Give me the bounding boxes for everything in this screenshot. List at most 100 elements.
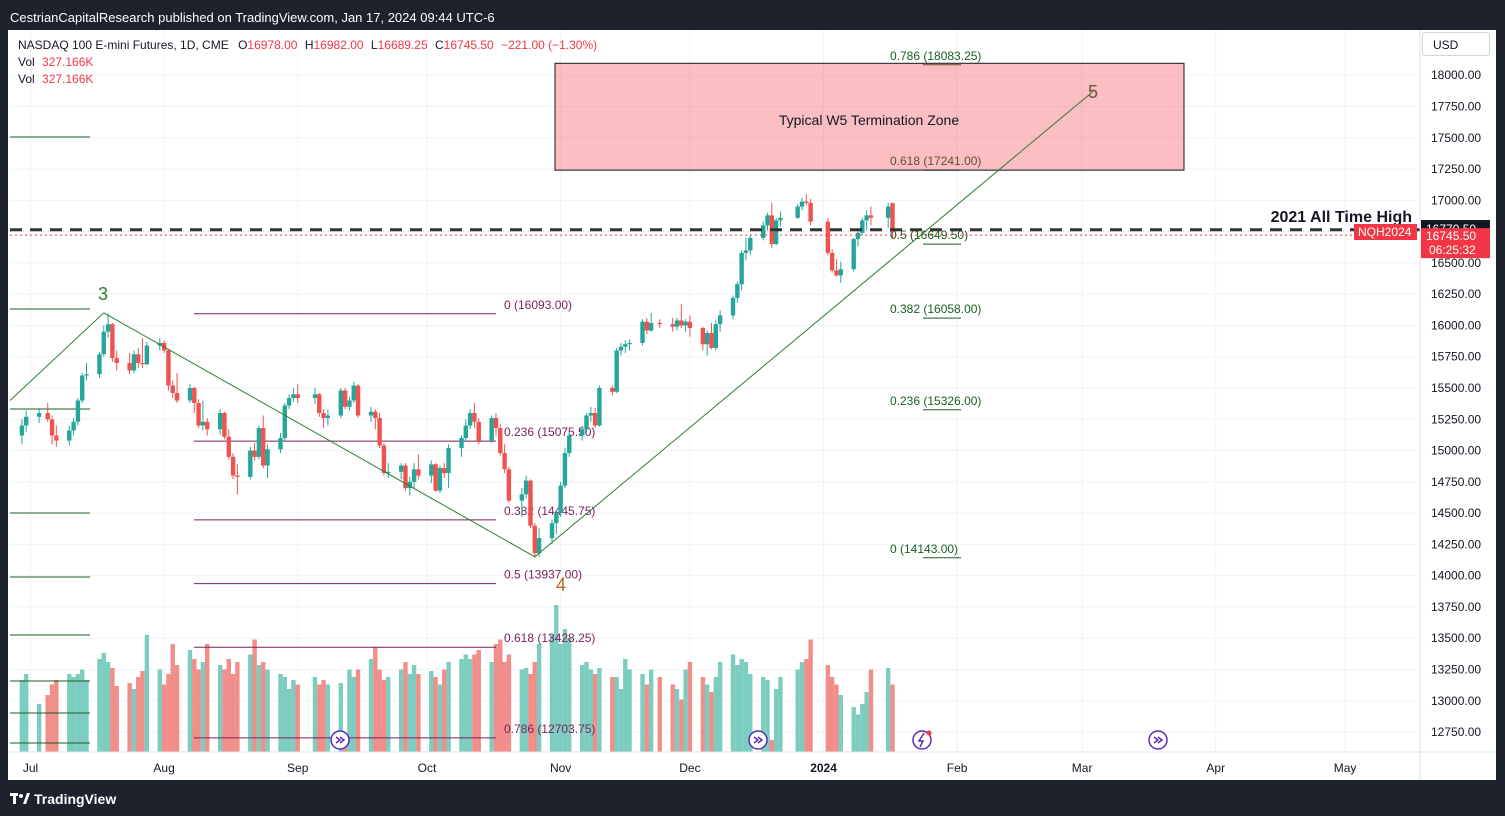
volume-bar	[174, 665, 180, 752]
candle-body	[187, 388, 193, 401]
candle-body	[446, 448, 451, 474]
price-tick-label: 16250.00	[1431, 287, 1481, 301]
publisher-line: CestrianCapitalResearch published on Tra…	[10, 10, 495, 25]
candle-body	[295, 394, 300, 399]
marker-dot	[926, 730, 932, 736]
candle-body	[368, 411, 374, 416]
candle-body	[386, 471, 391, 474]
current-price-tag-bg	[1421, 228, 1490, 259]
volume-bar	[554, 605, 559, 752]
volume-bar	[131, 689, 137, 752]
volume-bar	[381, 680, 387, 752]
candle-body	[101, 331, 106, 355]
currency-button[interactable]: USD	[1422, 32, 1490, 56]
wave-3-label: 3	[98, 284, 108, 304]
candle-body	[855, 232, 861, 240]
volume-bar	[670, 684, 675, 752]
volume-bar	[588, 669, 593, 752]
candle-body	[248, 450, 253, 477]
volume-bar	[442, 669, 447, 752]
candle-body	[730, 297, 736, 316]
legend-volume-2: Vol 327.166K	[18, 72, 93, 86]
volume-bar	[101, 653, 106, 752]
volume-bar	[579, 665, 585, 752]
time-tick-label: Sep	[287, 761, 309, 775]
candle-body	[834, 270, 839, 276]
candle-body	[657, 322, 662, 325]
fib-extension-label: 0.786 (18083.25)	[890, 49, 981, 63]
candle-body	[562, 453, 568, 486]
candle-body	[105, 324, 111, 332]
volume-bar	[459, 659, 464, 752]
candle-body	[278, 438, 283, 450]
candle-body	[735, 284, 740, 298]
time-tick-label: Nov	[550, 761, 571, 775]
volume-bar	[105, 662, 111, 752]
ath-label: 2021 All Time High	[1271, 209, 1412, 226]
candle-body	[170, 385, 175, 394]
candle-body	[127, 362, 132, 371]
candle-body	[282, 405, 287, 439]
time-tick-label: Feb	[947, 761, 968, 775]
time-tick-label: May	[1334, 761, 1357, 775]
volume-bar	[377, 669, 382, 752]
volume-bar	[261, 662, 266, 752]
candle-body	[325, 415, 331, 419]
price-tick-label: 18000.00	[1431, 68, 1481, 82]
volume-bar	[347, 669, 352, 752]
candle-body	[286, 398, 292, 406]
candle-body	[808, 202, 813, 222]
candle-body	[114, 357, 119, 363]
volume-bar	[136, 677, 141, 752]
volume-bar	[248, 654, 253, 752]
fib-retracement-label: 0 (16093.00)	[504, 298, 572, 312]
candle-body	[592, 413, 598, 426]
volume-bar	[717, 662, 723, 752]
candle-body	[36, 413, 42, 417]
volume-bar	[157, 669, 162, 752]
candle-body	[416, 469, 421, 476]
volume-bar	[644, 684, 650, 752]
volume-bar	[687, 662, 693, 752]
time-tick-label: Mar	[1072, 761, 1093, 775]
gridlines	[10, 30, 1420, 752]
volume-bar	[808, 639, 813, 752]
volume-bar	[407, 674, 412, 752]
candle-body	[610, 388, 615, 392]
volume-bar	[463, 654, 469, 752]
chart-canvas[interactable]: 0 (16093.00) 0.236 (15075.50) 0.382 (14445…	[8, 30, 1496, 780]
candle-body	[567, 435, 572, 454]
price-tick-label: 17500.00	[1431, 131, 1481, 145]
candle-body	[351, 385, 356, 401]
candle-body	[49, 419, 55, 436]
volume-bar	[84, 680, 89, 752]
volume-bar	[286, 689, 292, 752]
volume-bar	[627, 669, 632, 752]
candle-body	[196, 403, 201, 426]
volume-bar	[476, 650, 481, 752]
legend-low-label: L	[370, 38, 378, 52]
candle-body	[713, 324, 718, 348]
volume-bar	[855, 714, 861, 752]
time-tick-label: Oct	[418, 761, 437, 775]
wave-line-4-5	[534, 91, 1094, 558]
vol-label: Vol	[18, 72, 35, 86]
legend-high-label: H	[304, 38, 314, 52]
candle-body	[222, 413, 227, 437]
candle-body	[618, 346, 624, 351]
candle-body	[433, 464, 438, 491]
volume-bar	[411, 665, 417, 752]
volume-bar	[704, 684, 710, 752]
volume-bar	[265, 669, 270, 752]
candle-body	[825, 221, 831, 253]
candle-body	[19, 425, 25, 436]
volume-bar	[235, 662, 240, 752]
wave-line-into-3	[9, 312, 105, 401]
candle-body	[131, 354, 137, 371]
candle-body	[627, 342, 632, 345]
volume-bar	[523, 668, 529, 752]
candle-body	[670, 324, 675, 327]
candle-body	[442, 468, 447, 474]
candle-body	[265, 449, 270, 466]
w5-termination-zone	[554, 62, 1185, 171]
